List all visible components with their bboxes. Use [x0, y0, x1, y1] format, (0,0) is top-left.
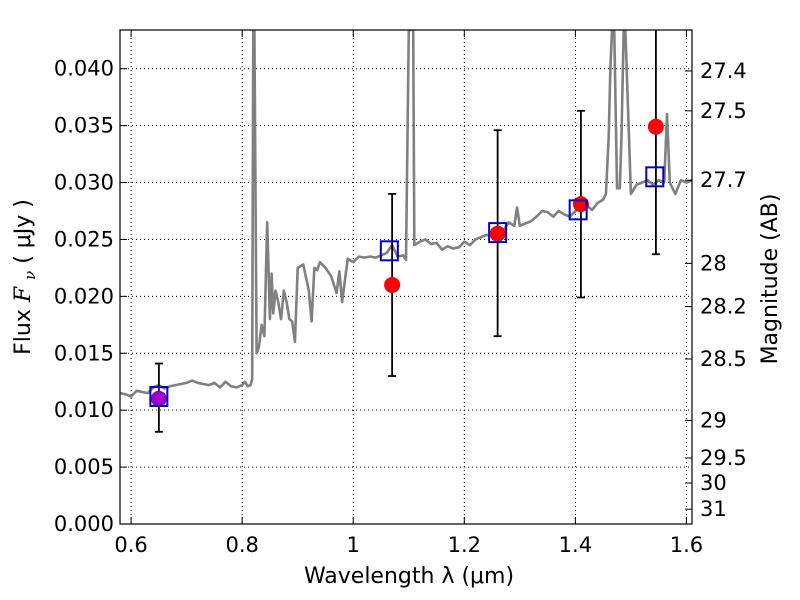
observed-point — [489, 225, 506, 242]
right-tick-label: 27.5 — [700, 99, 747, 123]
x-tick-label: 1.6 — [670, 533, 703, 557]
observed-point — [150, 390, 167, 407]
right-tick-label: 27.7 — [700, 168, 747, 192]
y-tick-label: 0.035 — [54, 114, 114, 138]
right-tick-label: 27.4 — [700, 59, 747, 83]
model-photometry-box — [379, 240, 399, 262]
model-photometry-box — [488, 222, 508, 244]
y-axis-title: Flux F ν ( μJy ) — [11, 199, 41, 355]
x-tick-label: 1.4 — [559, 533, 592, 557]
y-tick-label: 0.000 — [54, 512, 114, 536]
grid — [120, 30, 692, 525]
model-photometry-box — [645, 166, 665, 188]
y-tick-label: 0.010 — [54, 398, 114, 422]
right-tick-label: 30 — [700, 471, 727, 495]
right-tick-label: 31 — [700, 497, 727, 521]
model-boxes-layer — [149, 166, 665, 408]
y-tick-label: 0.030 — [54, 171, 114, 195]
spectrum-line — [120, 30, 692, 398]
plot-frame — [119, 29, 693, 525]
y-tick-label: 0.005 — [54, 455, 114, 479]
observed-point — [384, 276, 401, 293]
observed-point — [647, 118, 664, 135]
y-axis-title-symbol: F — [11, 286, 36, 303]
model-photometry-box — [149, 386, 169, 408]
x-tick-label: 0.6 — [114, 533, 147, 557]
right-tick-label: 28.2 — [700, 295, 747, 319]
right-tick-label: 28.5 — [700, 347, 747, 371]
y-axis-title-unit: ( μJy ) — [11, 199, 36, 264]
right-axis-title: Magnitude (AB) — [758, 194, 783, 365]
right-tick-label: 28 — [700, 251, 727, 275]
y-tick-label: 0.040 — [54, 57, 114, 81]
spectrum-layer — [120, 30, 692, 398]
x-tick-label: 1.2 — [448, 533, 481, 557]
y-axis-title-prefix: Flux — [11, 302, 36, 355]
x-tick-label: 1 — [347, 533, 360, 557]
right-tick-label: 29 — [700, 408, 727, 432]
right-tick-label: 29.5 — [700, 446, 747, 470]
model-photometry-box — [568, 199, 588, 221]
y-axis-title-subscript: ν — [21, 271, 39, 280]
x-tick-label: 0.8 — [225, 533, 258, 557]
y-tick-label: 0.025 — [54, 227, 114, 251]
x-axis-title: Wavelength λ (μm) — [304, 564, 514, 589]
ticks-layer: 0.6 0.8 1 1.2 1.4 1.6 0.000 0.005 0.010 0.015 0.02… — [54, 30, 747, 557]
y-tick-label: 0.020 — [54, 284, 114, 308]
y-tick-label: 0.015 — [54, 341, 114, 365]
